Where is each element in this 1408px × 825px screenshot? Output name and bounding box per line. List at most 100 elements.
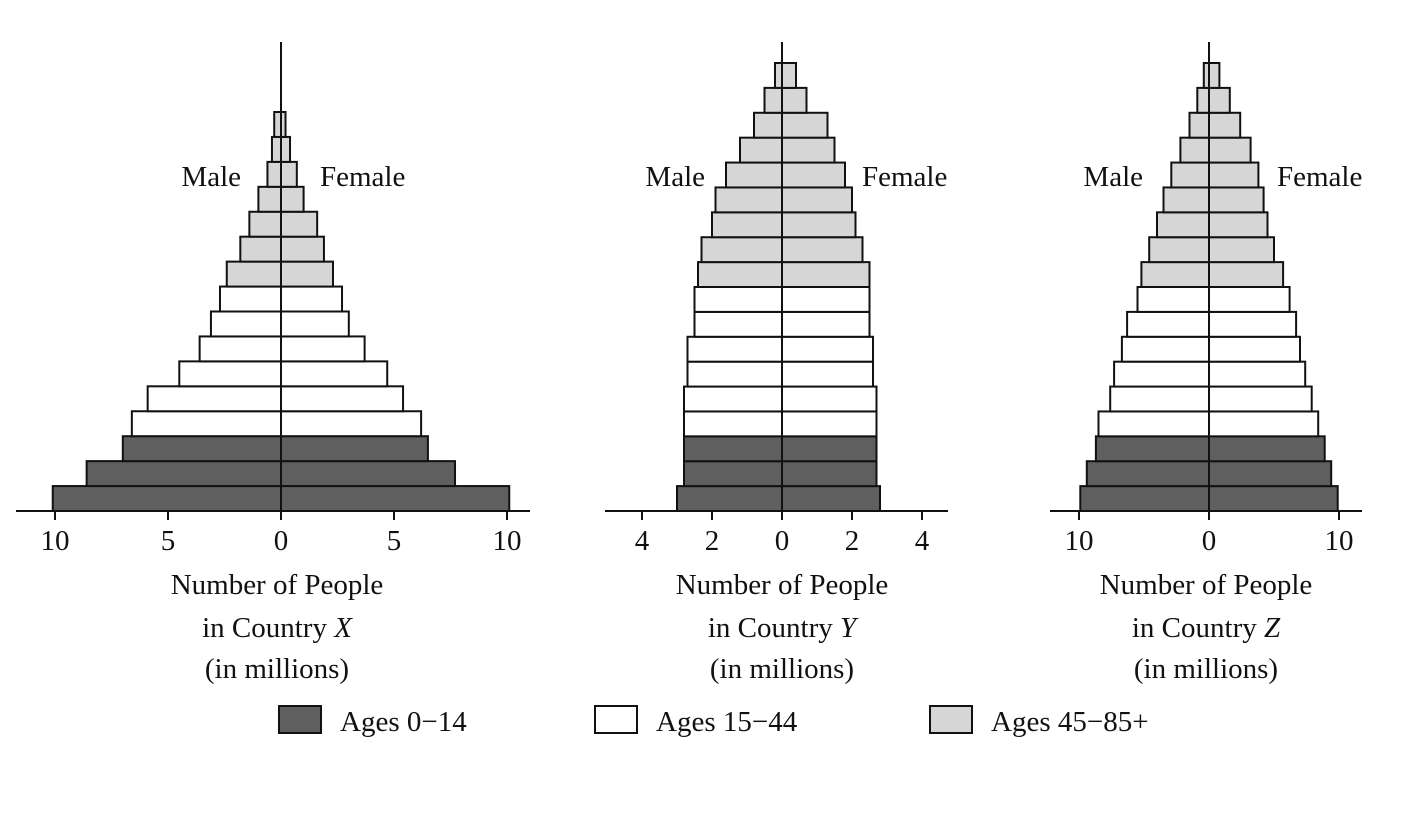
female-bar: [1208, 111, 1242, 139]
country-letter: Z: [1264, 612, 1281, 644]
male-label: Male: [645, 161, 705, 193]
female-bar: [280, 460, 457, 488]
female-bar: [1208, 161, 1260, 189]
female-bar: [280, 235, 325, 263]
pyramid-country-z: 10 0 10 Male Female Number of People in Countr…: [1050, 42, 1362, 685]
female-bar: [280, 135, 292, 163]
axis-title-line-1: Number of People: [1100, 569, 1313, 601]
male-bar: [753, 111, 783, 139]
female-bar: [1208, 86, 1231, 114]
legend: Ages 0−14 Ages 15−44 Ages 45−85+: [278, 705, 1149, 738]
axis-title-line-2: in Country X: [202, 612, 353, 644]
male-bar: [1094, 435, 1211, 463]
female-bar: [1208, 485, 1339, 513]
legend-swatch-0-14: [278, 705, 322, 734]
legend-label-0-14: Ages 0−14: [340, 706, 467, 738]
female-bar: [781, 435, 878, 463]
male-bar: [130, 410, 282, 438]
male-bar: [121, 435, 282, 463]
female-label: Female: [862, 161, 947, 193]
x-tick-label: 0: [775, 525, 790, 557]
male-bar: [693, 310, 783, 338]
axis-title-text: in Country: [708, 612, 840, 644]
male-bar: [146, 385, 282, 413]
axis-title-line-3: (in millions): [205, 653, 349, 685]
female-bar: [280, 335, 366, 363]
male-bar: [178, 360, 282, 388]
axis-title-text: in Country: [1132, 612, 1264, 644]
x-tick-label: 4: [635, 525, 650, 557]
female-bar: [280, 185, 305, 213]
male-bar: [257, 185, 282, 213]
male-bar: [1196, 86, 1211, 114]
country-letter: X: [333, 612, 353, 644]
axis-title-line-2: in Country Y: [708, 612, 859, 644]
country-letter: Y: [840, 612, 859, 644]
female-bar: [781, 310, 871, 338]
x-tick-label: 5: [161, 525, 176, 557]
female-label: Female: [320, 161, 405, 193]
female-bar: [1208, 385, 1313, 413]
axis-title-line-3: (in millions): [710, 653, 854, 685]
female-bar: [280, 385, 405, 413]
female-bar: [781, 261, 871, 289]
female-bar: [280, 310, 350, 338]
male-bar: [725, 161, 783, 189]
axis-title-line-1: Number of People: [676, 569, 889, 601]
male-bar: [1170, 161, 1211, 189]
legend-swatch-15-44: [594, 705, 638, 734]
male-bar: [1113, 360, 1210, 388]
female-bar: [1208, 435, 1326, 463]
male-bar: [218, 285, 282, 313]
axis-title-text: in Country: [202, 612, 334, 644]
male-bar: [1126, 310, 1210, 338]
female-bar: [1208, 360, 1307, 388]
male-bar: [1140, 261, 1211, 289]
female-bar: [781, 62, 797, 89]
male-bar: [686, 335, 783, 363]
female-bar: [781, 211, 857, 239]
male-bar: [686, 360, 783, 388]
pyramid-country-y: 4 2 0 2 4 Male Female Number of People in Countr…: [605, 42, 948, 685]
male-bar: [774, 62, 783, 89]
x-tick-label: 4: [915, 525, 930, 557]
male-bar: [683, 435, 783, 463]
female-bar: [781, 111, 829, 139]
female-bar: [280, 360, 389, 388]
male-bar: [739, 136, 783, 164]
female-bar: [781, 136, 836, 164]
x-tick-label: 10: [493, 525, 522, 557]
pyramid-country-x: 10 5 0 5 10 Male Female Number of People in Coun…: [16, 42, 530, 685]
x-tick-label: 10: [1325, 525, 1354, 557]
male-bar: [1188, 111, 1210, 139]
x-tick-label: 2: [845, 525, 860, 557]
female-bar: [781, 485, 881, 513]
male-bar: [198, 335, 282, 363]
male-bar: [225, 260, 282, 288]
x-tick-label: 0: [274, 525, 289, 557]
male-bar: [1162, 186, 1210, 214]
female-bar: [1208, 286, 1291, 313]
male-bar: [1109, 385, 1210, 413]
x-tick-label: 0: [1202, 525, 1217, 557]
male-bar: [700, 236, 783, 264]
male-bar: [683, 385, 783, 413]
male-bar: [85, 460, 282, 488]
female-bar: [280, 210, 319, 238]
male-bar: [1085, 460, 1211, 488]
female-bar: [1208, 136, 1252, 164]
male-bar: [1120, 335, 1211, 363]
x-tick-label: 2: [705, 525, 720, 557]
male-bar: [693, 286, 783, 313]
female-bar: [280, 435, 429, 463]
female-bar: [1208, 211, 1269, 239]
axis-title-line-2: in Country Z: [1132, 612, 1281, 644]
female-bar: [280, 160, 298, 188]
male-bar: [676, 485, 783, 513]
x-tick-label: 5: [387, 525, 402, 557]
female-bar: [781, 186, 853, 214]
male-bar: [1148, 236, 1210, 264]
axis-title-line-3: (in millions): [1134, 653, 1278, 685]
female-bar: [781, 161, 846, 189]
